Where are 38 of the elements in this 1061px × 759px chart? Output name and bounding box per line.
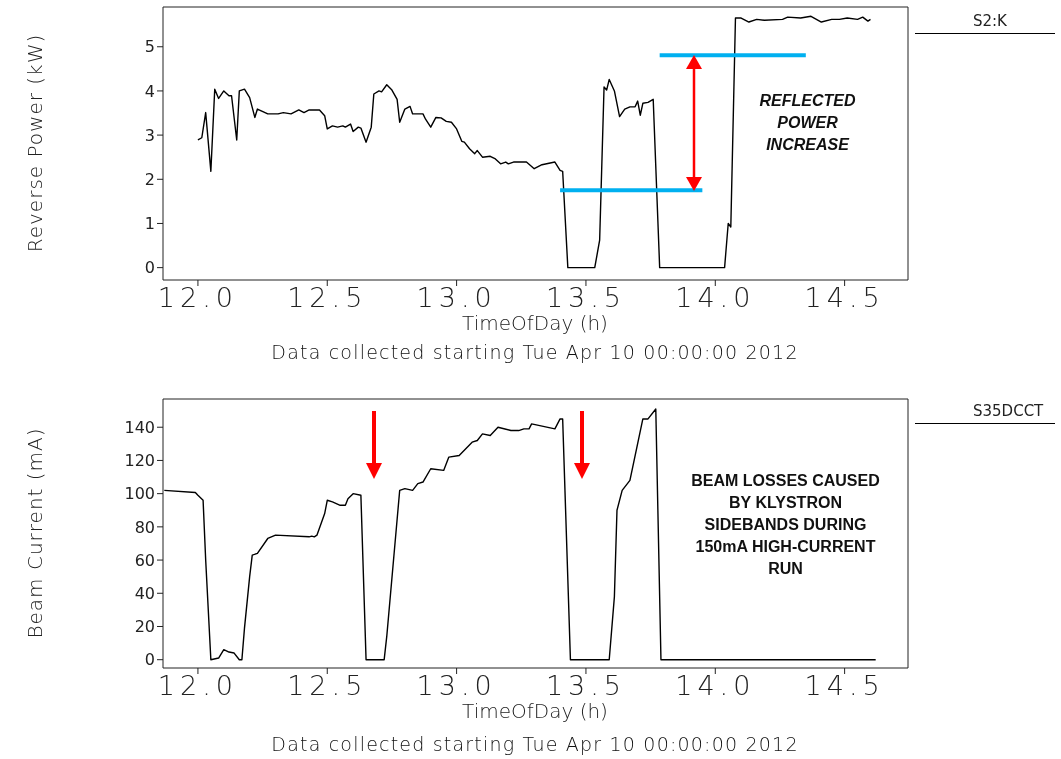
y-tick-label: 0: [144, 258, 155, 278]
y-axis-title: Reverse Power (kW): [23, 33, 47, 253]
y-tick-label: 60: [134, 550, 155, 570]
x-axis-title: TimeOfDay (h): [462, 699, 608, 723]
text: Data collected starting Tue Apr 10 00:00:00 2012: [270, 733, 800, 755]
text: S35DCCT: [972, 402, 1045, 420]
y-tick-label: 3: [144, 125, 155, 145]
text: Data collected starting Tue Apr 10 00:00:00 2012: [270, 341, 800, 363]
text: S2:K: [972, 12, 1008, 30]
y-tick-label: 40: [134, 583, 155, 603]
x-tick-label: 12.5: [287, 282, 368, 314]
x-axis-title: TimeOfDay (h): [462, 311, 608, 335]
y-tick-label: 20: [134, 617, 155, 637]
y-tick-label: 0: [144, 650, 155, 670]
x-tick-label: 14.0: [675, 670, 756, 702]
y-axis-title: Beam Current (mA): [23, 427, 47, 639]
x-tick-label: 13.0: [416, 282, 497, 314]
x-tick-label: 14.5: [804, 670, 885, 702]
y-tick-label: 100: [124, 484, 155, 504]
y-tick-label: 2: [144, 169, 155, 189]
x-tick-label: 12.0: [157, 282, 238, 314]
annotation: BEAM LOSSES CAUSED BY KLYSTRON SIDEBANDS DURING 150mA HIGH-CURRENT RUN: [690, 471, 881, 579]
y-tick-label: 1: [144, 214, 155, 234]
x-tick-label: 13.5: [545, 282, 627, 314]
line-series: [163, 408, 877, 661]
line-series: [197, 15, 872, 269]
y-tick-label: 5: [144, 37, 155, 57]
y-tick-label: 4: [144, 81, 155, 101]
y-tick-label: 80: [134, 517, 155, 537]
x-tick-label: 12.0: [157, 670, 238, 702]
annotation: REFLECTED POWER INCREASE: [758, 91, 857, 155]
x-tick-label: 14.0: [675, 282, 756, 314]
x-tick-label: 13.5: [545, 670, 627, 702]
y-tick-label: 120: [124, 451, 155, 471]
y-tick-label: 140: [124, 417, 155, 437]
x-tick-label: 12.5: [287, 670, 368, 702]
x-tick-label: 13.0: [416, 670, 497, 702]
x-tick-label: 14.5: [804, 282, 885, 314]
